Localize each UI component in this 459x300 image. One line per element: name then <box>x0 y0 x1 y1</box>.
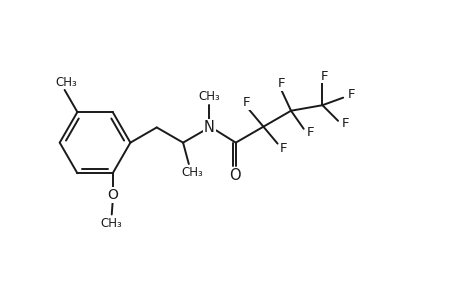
Text: F: F <box>279 142 286 155</box>
Text: F: F <box>277 77 285 90</box>
Text: F: F <box>306 126 313 139</box>
Text: CH₃: CH₃ <box>55 76 77 88</box>
Text: F: F <box>347 88 354 101</box>
Text: N: N <box>203 120 214 135</box>
Text: F: F <box>242 96 250 110</box>
Text: CH₃: CH₃ <box>198 90 220 103</box>
Text: O: O <box>107 188 118 202</box>
Text: CH₃: CH₃ <box>181 166 203 179</box>
Text: O: O <box>229 168 240 183</box>
Text: F: F <box>320 70 327 83</box>
Text: F: F <box>341 117 349 130</box>
Text: CH₃: CH₃ <box>101 217 123 230</box>
